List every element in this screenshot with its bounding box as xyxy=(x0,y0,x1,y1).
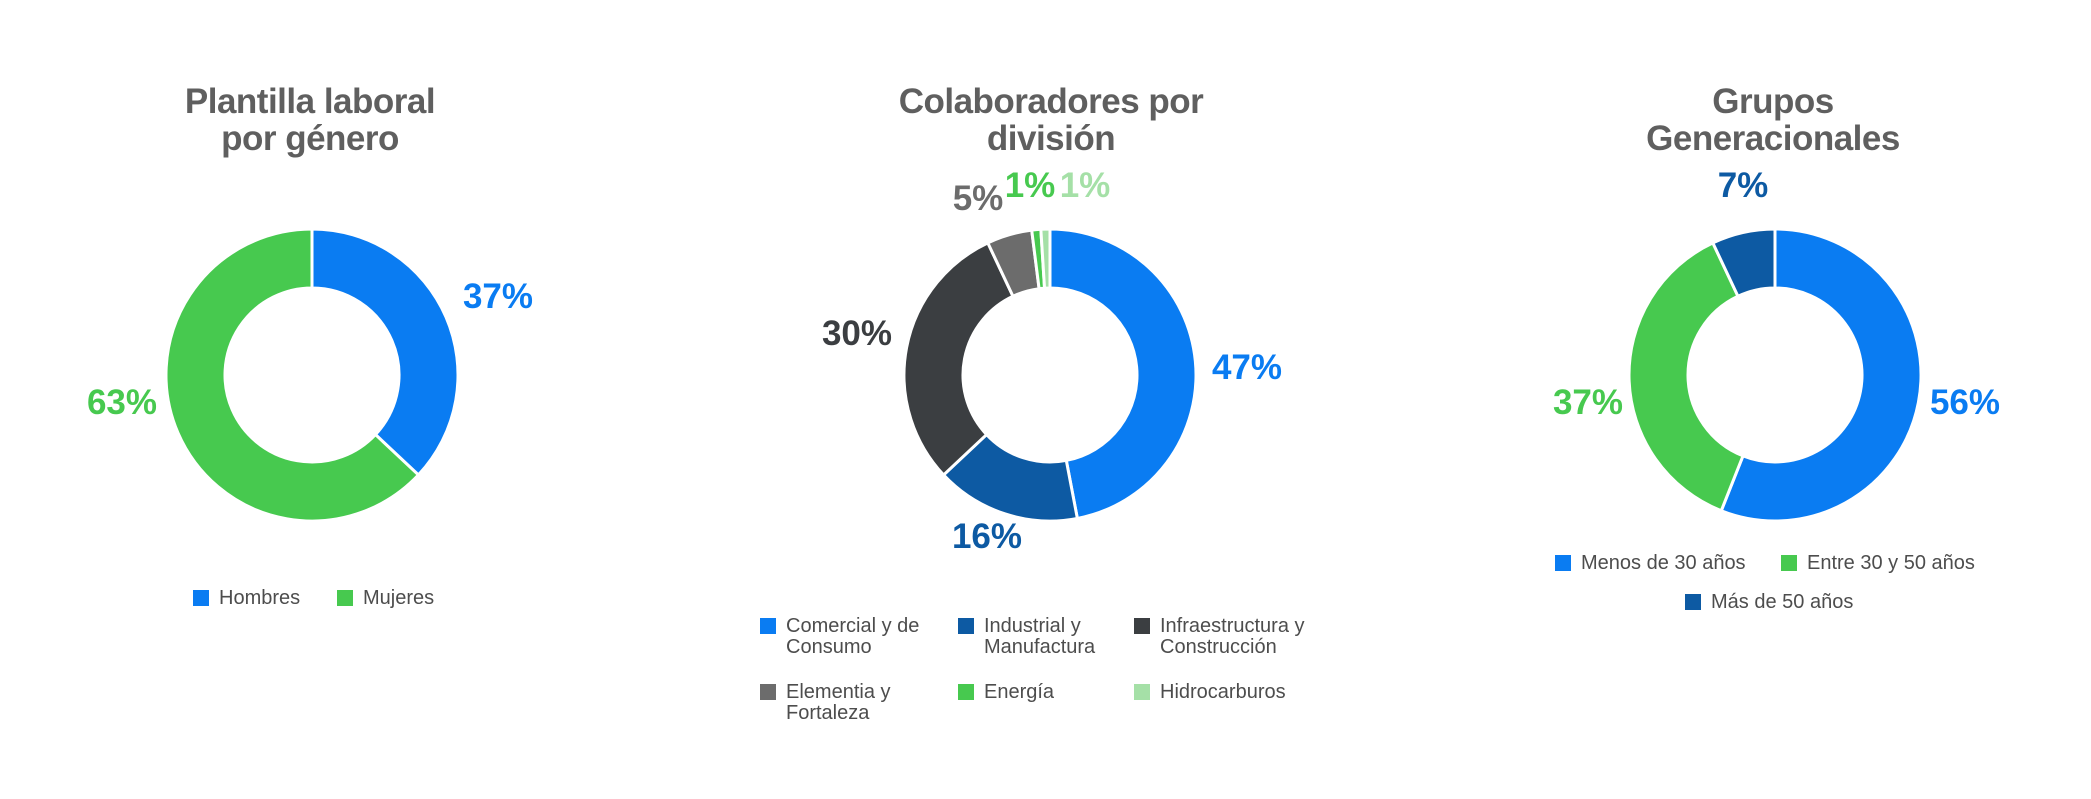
data-label: 1% xyxy=(1060,166,1111,205)
data-label: 63% xyxy=(87,383,157,422)
legend-item: Mujeres xyxy=(337,588,434,609)
legend-swatch xyxy=(193,590,209,606)
donut-slice xyxy=(310,227,460,478)
legend-item: Energía xyxy=(958,682,1054,703)
legend-label: Hidrocarburos xyxy=(1160,681,1286,703)
chart-title-line: por género xyxy=(221,119,399,158)
legend-label: Menos de 30 años xyxy=(1581,552,1746,574)
legend-item: Más de 50 años xyxy=(1685,592,1853,613)
donut-slice xyxy=(1627,240,1745,513)
data-label: 56% xyxy=(1930,383,2000,422)
donut-slice xyxy=(1039,227,1052,290)
legend-label: Elementia y Fortaleza xyxy=(786,681,891,724)
legend-swatch xyxy=(1685,594,1701,610)
legend-swatch xyxy=(337,590,353,606)
data-label: 47% xyxy=(1212,348,1282,387)
legend-label: Infraestructura y Construcción xyxy=(1160,615,1305,658)
donut-slice xyxy=(1719,227,1923,523)
data-label: 5% xyxy=(953,179,1004,218)
donut-slice xyxy=(1710,227,1777,299)
chart-title-line: Grupos xyxy=(1712,82,1834,121)
legend-item: Hidrocarburos xyxy=(1134,682,1286,703)
legend-item: Elementia y Fortaleza xyxy=(760,682,891,724)
legend-swatch xyxy=(760,618,776,634)
legend-label: Energía xyxy=(984,681,1055,703)
legend-swatch xyxy=(1134,618,1150,634)
donut-chart: 47%16%30%5% 1% 1% xyxy=(822,166,1282,556)
data-label: 1% xyxy=(1005,166,1056,205)
chart-title-line: Colaboradores por xyxy=(898,82,1204,121)
legend-label: Entre 30 y 50 años xyxy=(1807,552,1975,574)
data-label: 30% xyxy=(822,314,892,353)
legend-swatch xyxy=(1134,684,1150,700)
legend-label: Más de 50 años xyxy=(1711,591,1854,613)
donut-slice xyxy=(1048,227,1198,521)
legend-item: Comercial y de Consumo xyxy=(760,616,919,658)
chart-title-line: Plantilla laboral xyxy=(184,82,436,121)
chart-title: Grupos Generacionales xyxy=(1573,83,1973,157)
chart-title-line: Generacionales xyxy=(1646,119,1900,158)
donut-slice xyxy=(902,240,1015,478)
chart-title-line: división xyxy=(986,119,1116,158)
legend-swatch xyxy=(1781,555,1797,571)
legend-label: Hombres xyxy=(219,587,301,609)
chart-title: Colaboradores por división xyxy=(841,83,1261,157)
legend-label: Comercial y de Consumo xyxy=(786,615,920,658)
donut-slice xyxy=(164,227,421,523)
legend-item: Hombres xyxy=(193,588,300,609)
chart-title: Plantilla laboral por género xyxy=(110,83,510,157)
legend-swatch xyxy=(958,618,974,634)
data-label: 7% xyxy=(1718,166,1769,205)
legend-swatch xyxy=(958,684,974,700)
legend-item: Entre 30 y 50 años xyxy=(1781,553,1975,574)
legend-item: Industrial y Manufactura xyxy=(958,616,1095,658)
legend-swatch xyxy=(760,684,776,700)
data-label: 16% xyxy=(952,517,1022,556)
legend-label: Industrial y Manufactura xyxy=(984,615,1096,658)
data-label: 37% xyxy=(463,277,533,316)
donut-chart: 37% 63% xyxy=(87,227,533,523)
legend-item: Infraestructura y Construcción xyxy=(1134,616,1305,658)
data-label: 37% xyxy=(1553,383,1623,422)
legend-label: Mujeres xyxy=(363,587,435,609)
legend-item: Menos de 30 años xyxy=(1555,553,1746,574)
legend-swatch xyxy=(1555,555,1571,571)
